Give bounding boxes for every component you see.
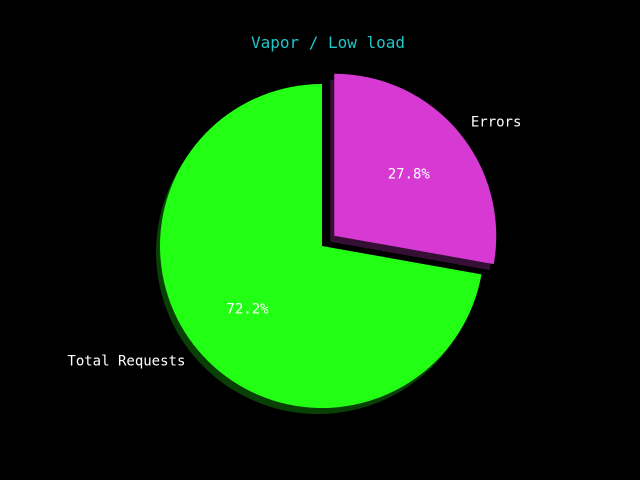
chart-title: Vapor / Low load [251,33,405,52]
slice-percent-errors: 27.8% [388,166,431,182]
label-layer: Errors 27.8% Total Requests 72.2% [67,114,521,369]
slice-errors [334,73,497,265]
slice-layer [160,73,497,408]
slice-percent-total-requests: 72.2% [226,301,269,317]
slice-label-total-requests: Total Requests [67,353,185,369]
slice-total-requests [160,84,482,408]
slice-label-errors: Errors [471,114,522,130]
